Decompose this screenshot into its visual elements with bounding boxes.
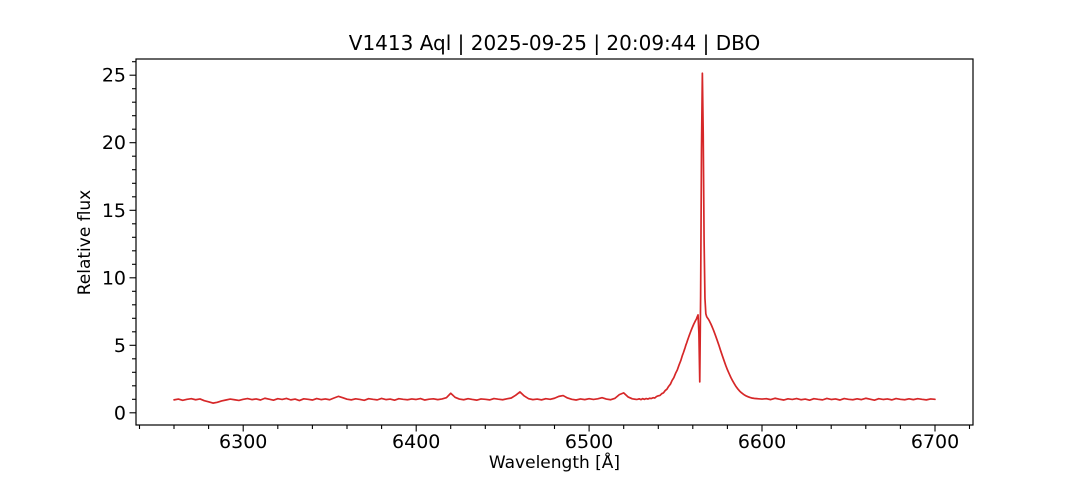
axis-ticks [129, 61, 971, 432]
y-tick-label: 5 [114, 335, 126, 357]
chart-title: V1413 Aql | 2025-09-25 | 20:09:44 | DBO [349, 31, 760, 55]
x-tick-label: 6700 [911, 431, 959, 453]
y-tick-label: 0 [114, 402, 126, 424]
y-tick-label: 25 [102, 65, 126, 87]
spectrum-line-series [173, 72, 936, 404]
x-tick-label: 6500 [565, 431, 613, 453]
y-tick-label: 10 [102, 267, 126, 289]
y-axis-label: Relative flux [75, 190, 95, 296]
spectrum-line [173, 72, 936, 404]
y-tick-label: 15 [102, 200, 126, 222]
x-tick-label: 6400 [392, 431, 440, 453]
axis-tick-labels: 6300 6400 6500 6600 6700 0 5 10 15 20 25 [102, 65, 959, 453]
axes-frame [135, 58, 974, 426]
y-tick-label: 20 [102, 132, 126, 154]
x-tick-label: 6600 [738, 431, 786, 453]
x-axis-label: Wavelength [Å] [489, 451, 620, 473]
x-tick-label: 6300 [219, 431, 267, 453]
